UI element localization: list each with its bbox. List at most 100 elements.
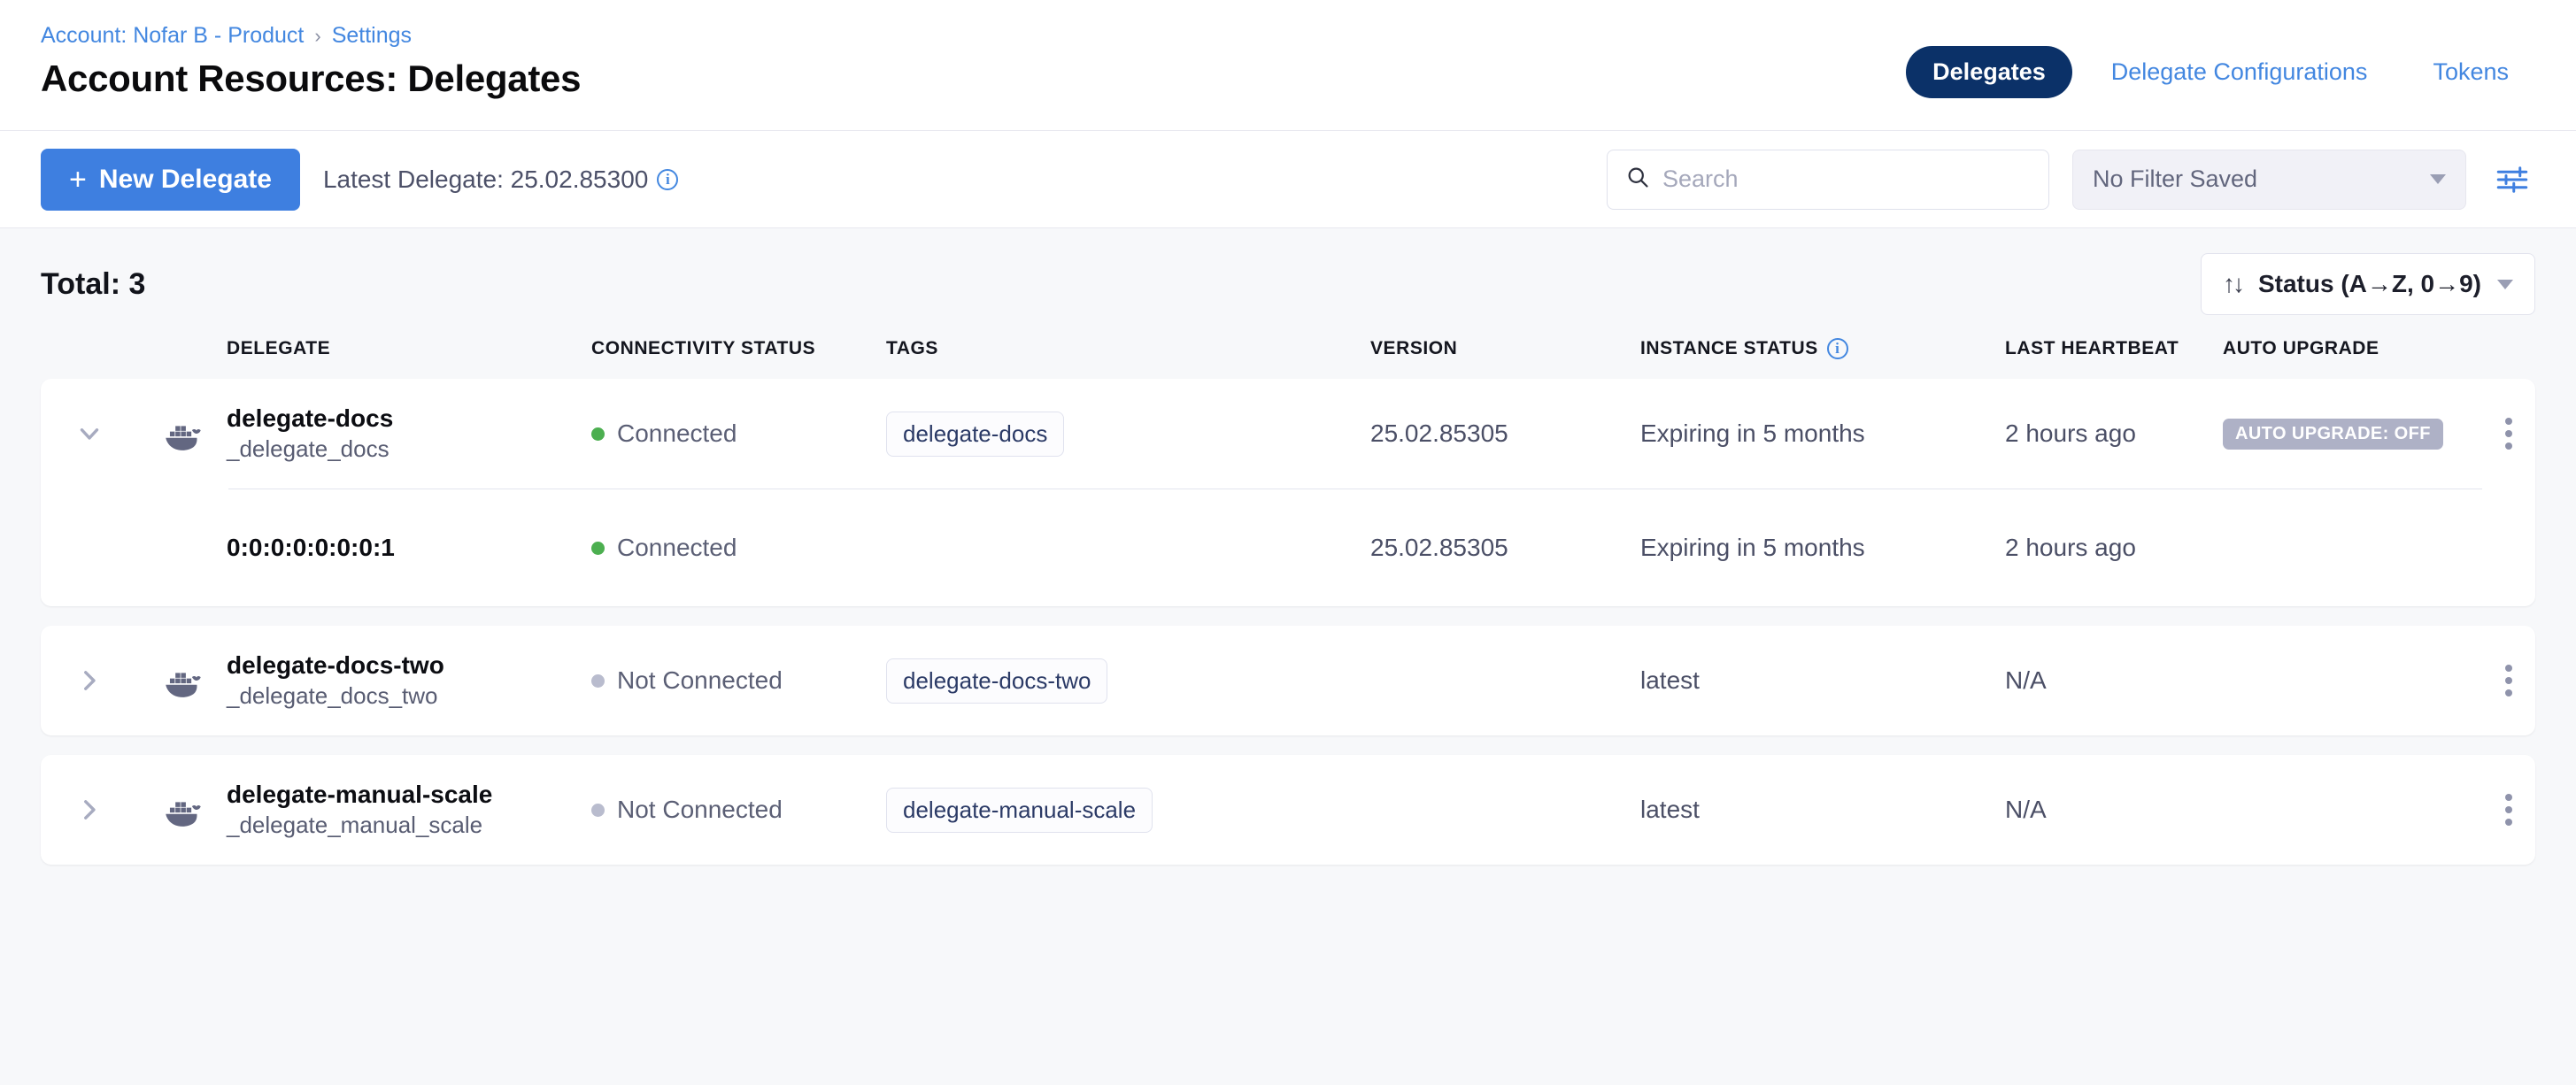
sliders-icon[interactable] [2489, 157, 2535, 203]
connectivity-status-label: Connected [617, 419, 737, 447]
row-menu-button[interactable] [2505, 665, 2512, 696]
search-icon [1625, 165, 1650, 194]
toolbar-left: + New Delegate Latest Delegate: 25.02.85… [41, 148, 679, 211]
chevron-down-icon [2497, 279, 2513, 289]
sort-select-left: ↑↓ Status (A→Z, 0→9) [2223, 270, 2481, 298]
sort-select-value: Status (A→Z, 0→9) [2257, 270, 2481, 297]
delegate-name-cell: delegate-docs-two _delegate_docs_two [227, 651, 591, 710]
connectivity-status: Connected [591, 534, 737, 562]
sort-arrows-icon: ↑↓ [2222, 270, 2245, 297]
row-menu-button[interactable] [2505, 418, 2512, 450]
delegate-identifier: _delegate_docs [227, 435, 389, 462]
column-header-connectivity-status: CONNECTIVITY STATUS [591, 338, 816, 358]
connectivity-status: Not Connected [591, 796, 783, 824]
docker-icon [138, 658, 227, 703]
tab-tokens[interactable]: Tokens [2433, 58, 2509, 85]
tag-chip[interactable]: delegate-manual-scale [886, 787, 1153, 833]
chevron-right-icon[interactable] [41, 795, 138, 825]
connectivity-status-label: Not Connected [617, 796, 783, 823]
last-heartbeat-cell: N/A [2005, 666, 2047, 694]
tab-delegate-configurations[interactable]: Delegate Configurations [2110, 58, 2368, 85]
toolbar-right: No Filter Saved [1607, 149, 2535, 210]
header-tabs: Delegates Delegate Configurations Tokens [1906, 46, 2535, 98]
connectivity-status-cell: Not Connected [591, 666, 886, 695]
status-dot-icon [591, 803, 605, 817]
search-input[interactable] [1662, 165, 2031, 193]
row-menu-button[interactable] [2505, 794, 2512, 826]
connectivity-status: Connected [591, 419, 737, 448]
delegate-name: delegate-manual-scale [227, 781, 493, 808]
breadcrumb-account[interactable]: Account: Nofar B - Product [41, 23, 305, 48]
tags-cell: delegate-docs [886, 411, 1370, 457]
latest-delegate-info: Latest Delegate: 25.02.85300 i [322, 165, 679, 194]
delegate-name: delegate-docs-two [227, 651, 444, 679]
docker-icon [138, 412, 227, 456]
toolbar: + New Delegate Latest Delegate: 25.02.85… [0, 131, 2576, 228]
status-dot-icon [591, 673, 605, 688]
delegate-list-area: Total: 3 ↑↓ Status (A→Z, 0→9) DELEGATE C… [0, 228, 2576, 865]
last-heartbeat-cell: N/A [2005, 796, 2047, 823]
column-header-tags: TAGS [886, 338, 938, 358]
last-heartbeat-cell: 2 hours ago [2005, 534, 2136, 561]
new-delegate-label: New Delegate [98, 164, 272, 194]
auto-upgrade-cell: AUTO UPGRADE: OFF [2223, 418, 2535, 450]
breadcrumb-settings[interactable]: Settings [331, 23, 413, 48]
page-title: Account Resources: Delegates [41, 58, 582, 99]
plus-icon: + [69, 162, 87, 196]
version-cell: 25.02.85305 [1370, 534, 1508, 561]
table-header: DELEGATE CONNECTIVITY STATUS TAGS VERSIO… [41, 338, 2535, 379]
page-header: Account: Nofar B - Product › Settings Ac… [0, 0, 2576, 131]
table-row[interactable]: delegate-docs _delegate_docs Connected d… [41, 379, 2535, 489]
table-row-child: 0:0:0:0:0:0:0:1 Connected 25.02.85305 Ex… [41, 489, 2535, 606]
connectivity-status: Not Connected [591, 666, 783, 695]
version-cell: 25.02.85305 [1370, 419, 1508, 447]
count-row: Total: 3 ↑↓ Status (A→Z, 0→9) [41, 228, 2535, 338]
tag-chip[interactable]: delegate-docs-two [886, 658, 1108, 704]
tag-chip[interactable]: delegate-docs [886, 411, 1065, 457]
instance-status-cell: Expiring in 5 months [1640, 419, 1865, 447]
chevron-right-icon[interactable] [41, 666, 138, 696]
header-left: Account: Nofar B - Product › Settings Ac… [41, 23, 581, 100]
delegate-identifier: _delegate_manual_scale [227, 812, 483, 838]
delegate-name-cell: delegate-docs _delegate_docs [227, 404, 591, 463]
chevron-down-icon [2430, 174, 2446, 184]
column-header-last-heartbeat: LAST HEARTBEAT [2005, 338, 2179, 358]
auto-upgrade-cell [2223, 665, 2535, 696]
connectivity-status-cell: Not Connected [591, 796, 886, 824]
delegate-name: delegate-docs [227, 404, 394, 432]
breadcrumb-separator-icon: › [314, 24, 321, 47]
column-header-auto-upgrade: AUTO UPGRADE [2223, 338, 2379, 358]
table-row[interactable]: delegate-docs-two _delegate_docs_two Not… [41, 626, 2535, 735]
connectivity-status-cell: Connected [591, 419, 886, 448]
saved-filter-select[interactable]: No Filter Saved [2072, 149, 2466, 210]
total-count: Total: 3 [41, 266, 146, 301]
chevron-down-icon[interactable] [41, 419, 138, 449]
status-dot-icon [591, 427, 605, 441]
sort-select[interactable]: ↑↓ Status (A→Z, 0→9) [2200, 253, 2535, 315]
instance-status-cell: latest [1640, 666, 1700, 694]
delegate-card: delegate-manual-scale _delegate_manual_s… [41, 755, 2535, 865]
delegate-card: delegate-docs _delegate_docs Connected d… [41, 379, 2535, 606]
tab-delegates[interactable]: Delegates [1906, 46, 2072, 98]
table-row[interactable]: delegate-manual-scale _delegate_manual_s… [41, 755, 2535, 865]
delegate-identifier: _delegate_docs_two [227, 682, 438, 709]
connectivity-status-cell: Connected [591, 534, 886, 562]
saved-filter-value: No Filter Saved [2093, 165, 2258, 192]
column-header-delegate: DELEGATE [227, 338, 331, 358]
search-box[interactable] [1607, 149, 2049, 210]
breadcrumb: Account: Nofar B - Product › Settings [41, 23, 581, 49]
status-dot-icon [591, 541, 605, 555]
delegate-name-cell: delegate-manual-scale _delegate_manual_s… [227, 781, 591, 839]
column-header-instance-status-label: INSTANCE STATUS [1640, 338, 1818, 358]
column-header-instance-status: INSTANCE STATUS i [1640, 338, 2005, 359]
tags-cell: delegate-manual-scale [886, 787, 1370, 833]
status-badge: AUTO UPGRADE: OFF [2223, 418, 2443, 450]
latest-delegate-text: Latest Delegate: 25.02.85300 [322, 165, 649, 193]
delegate-card: delegate-docs-two _delegate_docs_two Not… [41, 626, 2535, 735]
info-icon[interactable]: i [1826, 338, 1848, 359]
info-icon[interactable]: i [657, 168, 679, 190]
docker-icon [138, 788, 227, 832]
new-delegate-button[interactable]: + New Delegate [41, 148, 300, 211]
auto-upgrade-cell [2223, 794, 2535, 826]
delegate-instance-ip: 0:0:0:0:0:0:0:1 [227, 534, 395, 561]
